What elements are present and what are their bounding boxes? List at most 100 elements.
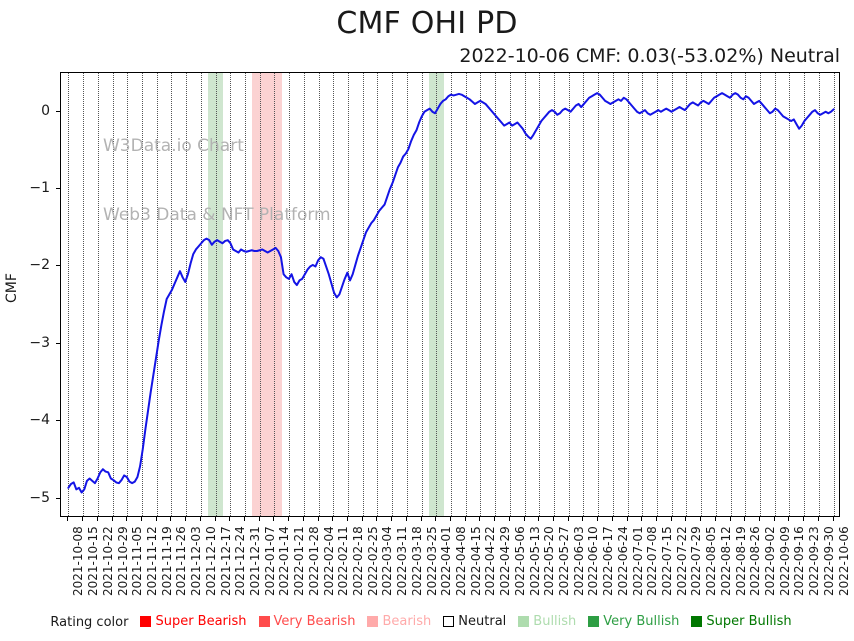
grid-line: [289, 73, 291, 516]
x-tick-label: 2022-01-28: [306, 526, 321, 596]
highlight-band-bullish: [208, 73, 223, 516]
grid-line: [495, 73, 497, 516]
legend-entry-super-bullish[interactable]: Super Bullish: [691, 614, 792, 629]
x-tick-label: 2022-09-09: [777, 526, 792, 596]
x-tick-label: 2021-10-15: [86, 526, 101, 596]
legend-entry-bearish[interactable]: Bearish: [367, 614, 431, 629]
grid-line: [215, 73, 217, 516]
legend: Rating color Super Bearish Very Bearish Be…: [0, 614, 854, 631]
x-tick-label: 2022-09-02: [763, 526, 778, 596]
x-tick-mark: [523, 517, 525, 521]
highlight-band-bearish: [252, 73, 268, 516]
x-tick-mark: [302, 517, 304, 521]
x-tick-mark: [170, 517, 172, 521]
grid-line: [480, 73, 482, 516]
x-tick-mark: [391, 517, 393, 521]
x-tick-label: 2022-06-17: [601, 526, 616, 596]
x-tick-label: 2021-11-26: [174, 526, 189, 596]
legend-entry-neutral[interactable]: Neutral: [443, 614, 506, 629]
grid-line: [200, 73, 202, 516]
grid-line: [509, 73, 511, 516]
grid-line: [392, 73, 394, 516]
x-tick-label: 2022-03-11: [395, 526, 410, 596]
x-tick-label: 2022-01-21: [292, 526, 307, 596]
grid-line: [347, 73, 349, 516]
legend-entry-super-bearish[interactable]: Super Bearish: [140, 614, 247, 629]
x-tick-mark: [641, 517, 643, 521]
plot-inner: W3Data.io Chart Web3 Data & NFT Platform: [61, 73, 839, 516]
grid-line: [244, 73, 246, 516]
x-tick-label: 2021-11-19: [159, 526, 174, 596]
legend-entry-very-bearish[interactable]: Very Bearish: [258, 614, 355, 629]
x-tick-label: 2022-07-29: [689, 526, 704, 596]
x-tick-mark: [773, 517, 775, 521]
x-tick-label: 2022-04-29: [498, 526, 513, 596]
highlight-band-bullish: [428, 73, 444, 516]
grid-line: [774, 73, 776, 516]
x-tick-label: 2021-12-31: [247, 526, 262, 596]
x-tick-mark: [685, 517, 687, 521]
x-tick-mark: [538, 517, 540, 521]
page-title: CMF OHI PD: [336, 6, 518, 41]
y-tick-label: −2: [29, 257, 50, 274]
x-tick-mark: [140, 517, 142, 521]
x-tick-label: 2021-11-12: [144, 526, 159, 596]
x-tick-mark: [450, 517, 451, 521]
x-tick-label: 2022-05-06: [512, 526, 527, 596]
x-tick-label: 2022-03-04: [380, 526, 395, 596]
x-tick-mark: [288, 517, 290, 521]
legend-label: Super Bearish: [155, 614, 247, 629]
x-tick-label: 2021-12-17: [218, 526, 233, 596]
grid-line: [524, 73, 526, 516]
y-axis-label: CMF: [4, 273, 20, 303]
x-tick-mark: [332, 517, 334, 521]
x-tick-label: 2022-06-03: [571, 526, 586, 596]
legend-label: Neutral: [458, 614, 507, 629]
x-tick-mark: [273, 517, 275, 521]
legend-items: Super Bearish Very Bearish Bearish Neutral B…: [140, 614, 803, 631]
chart-subtitle: 2022-10-06 CMF: 0.03(-53.02%) Neutral: [459, 45, 840, 67]
legend-swatch-icon: [443, 616, 455, 627]
x-tick-label: 2021-10-29: [115, 526, 130, 596]
x-tick-label: 2022-02-04: [321, 526, 336, 596]
x-tick-mark: [817, 517, 819, 521]
x-tick-mark: [317, 517, 319, 521]
y-tick-label: 0: [41, 102, 50, 119]
x-tick-label: 2022-04-22: [483, 526, 498, 596]
grid-line: [230, 73, 232, 516]
x-tick-label: 2022-09-16: [792, 526, 807, 596]
x-tick-label: 2022-09-23: [807, 526, 822, 596]
y-tick-mark: [56, 497, 60, 499]
x-tick-mark: [464, 517, 466, 521]
x-tick-label: 2022-02-25: [365, 526, 380, 596]
grid-line: [156, 73, 158, 516]
grid-line: [421, 73, 423, 516]
legend-entry-bullish[interactable]: Bullish: [518, 614, 576, 629]
grid-line: [186, 73, 188, 516]
x-tick-mark: [582, 517, 584, 521]
grid-line: [686, 73, 688, 516]
x-tick-mark: [258, 517, 260, 521]
grid-line: [68, 73, 70, 516]
grid-line: [583, 73, 585, 516]
x-tick-label: 2022-08-26: [748, 526, 763, 596]
legend-entry-very-bullish[interactable]: Very Bullish: [588, 614, 679, 629]
y-tick-mark: [56, 110, 60, 112]
x-tick-mark: [494, 517, 496, 521]
x-tick-mark: [759, 517, 761, 521]
y-tick-label: −4: [29, 412, 50, 429]
x-tick-label: 2021-10-22: [100, 526, 115, 596]
x-tick-mark: [67, 517, 69, 521]
x-tick-mark: [82, 517, 84, 521]
grid-line: [274, 73, 276, 516]
x-tick-label: 2022-01-07: [262, 526, 277, 596]
x-tick-mark: [714, 517, 716, 521]
grid-line: [97, 73, 99, 516]
x-tick-label: 2022-01-14: [277, 526, 292, 596]
x-tick-mark: [405, 517, 407, 521]
grid-line: [833, 73, 835, 516]
x-tick-mark: [111, 517, 113, 521]
x-tick-label: 2022-02-18: [350, 526, 365, 596]
grid-line: [715, 73, 717, 516]
